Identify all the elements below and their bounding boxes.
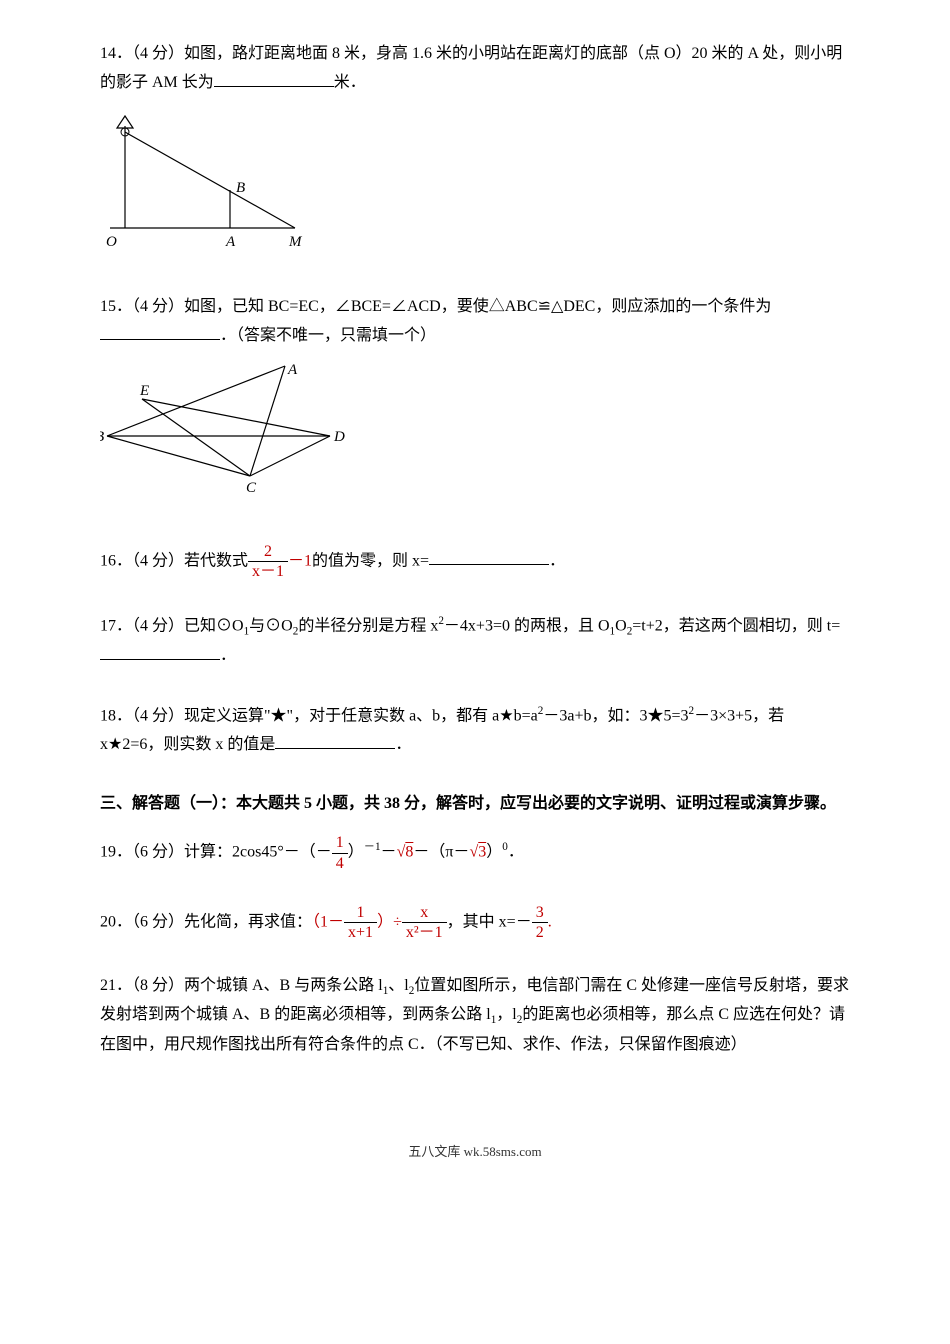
q14-text: 14．（4 分）如图，路灯距离地面 8 米，身高 1.6 米的小明站在距离灯的底… bbox=[100, 40, 850, 98]
svg-text:O: O bbox=[106, 234, 117, 250]
q20-text-a: 20．（6 分）先化简，再求值： bbox=[100, 913, 312, 930]
svg-text:A: A bbox=[225, 234, 236, 250]
q14-figure: O A M B bbox=[100, 108, 850, 264]
q21-text-a: 21．（8 分）两个城镇 A、B 与两条公路 l bbox=[100, 977, 383, 994]
q19-frac-den: 4 bbox=[332, 854, 348, 873]
q16-blank bbox=[429, 549, 549, 565]
page-footer: 五八文库 wk.58sms.com bbox=[100, 1140, 850, 1163]
q21-text: 21．（8 分）两个城镇 A、B 与两条公路 l1、l2位置如图所示，电信部门需… bbox=[100, 972, 850, 1059]
q16-frac-den: x－1 bbox=[248, 562, 288, 581]
question-18: 18．（4 分）现定义运算"★"，对于任意实数 a、b，都有 a★b=a2－3a… bbox=[100, 701, 850, 760]
q15-text: 15．（4 分）如图，已知 BC=EC，∠BCE=∠ACD，要使△ABC≌△DE… bbox=[100, 293, 850, 351]
q19-frac: 14 bbox=[332, 833, 348, 872]
q18-text-d: ． bbox=[395, 736, 411, 753]
q20-frac1-num: 1 bbox=[344, 903, 377, 923]
svg-text:A: A bbox=[287, 362, 298, 378]
q17-text-g: ． bbox=[220, 647, 236, 664]
q17-text: 17．（4 分）已知⊙O1与⊙O2的半径分别是方程 x2－4x+3=0 的两根，… bbox=[100, 611, 850, 670]
svg-text:M: M bbox=[288, 234, 303, 250]
q21-text-b: 、l bbox=[388, 977, 408, 994]
q16-text-c: ． bbox=[549, 552, 565, 569]
question-14: 14．（4 分）如图，路灯距离地面 8 米，身高 1.6 米的小明站在距离灯的底… bbox=[100, 40, 850, 263]
question-15: 15．（4 分）如图，已知 BC=EC，∠BCE=∠ACD，要使△ABC≌△DE… bbox=[100, 293, 850, 511]
q20-frac3-den: 2 bbox=[532, 923, 548, 942]
q20-frac2-num: x bbox=[402, 903, 447, 923]
q18-text-b: －3a+b，如：3★5=3 bbox=[543, 707, 688, 724]
q20-paren-close: ）÷ bbox=[377, 913, 402, 930]
q17-text-a: 17．（4 分）已知⊙O bbox=[100, 617, 244, 634]
q16-frac: 2x－1 bbox=[248, 542, 288, 581]
q20-frac1-den: x+1 bbox=[344, 923, 377, 942]
q15-blank bbox=[100, 324, 220, 340]
question-16: 16．（4 分）若代数式2x－1－1的值为零，则 x= ． bbox=[100, 542, 850, 581]
q15-text-b: ．（答案不唯一，只需填一个） bbox=[220, 327, 436, 344]
q20-frac2: xx²－1 bbox=[402, 903, 447, 942]
q18-text-a: 18．（4 分）现定义运算"★"，对于任意实数 a、b，都有 a★b=a bbox=[100, 707, 538, 724]
q20-text-c: . bbox=[548, 913, 552, 930]
svg-text:C: C bbox=[246, 480, 257, 496]
q20-text: 20．（6 分）先化简，再求值：（1－1x+1）÷xx²－1，其中 x=－32. bbox=[100, 903, 850, 942]
q17-blank bbox=[100, 644, 220, 660]
question-19: 19．（6 分）计算：2cos45°－（－14）－1－√8－（π－√3）0． bbox=[100, 833, 850, 872]
svg-text:E: E bbox=[139, 383, 149, 399]
q15-svg: A E B D C bbox=[100, 361, 360, 501]
q20-frac3: 32 bbox=[532, 903, 548, 942]
svg-text:D: D bbox=[333, 429, 345, 445]
q19-frac-num: 1 bbox=[332, 833, 348, 853]
q14-text-a: 14．（4 分）如图，路灯距离地面 8 米，身高 1.6 米的小明站在距离灯的底… bbox=[100, 45, 842, 91]
q20-frac1: 1x+1 bbox=[344, 903, 377, 942]
q19-text-a: 19．（6 分）计算：2cos45°－（－ bbox=[100, 844, 332, 861]
q15-text-a: 15．（4 分）如图，已知 BC=EC，∠BCE=∠ACD，要使△ABC≌△DE… bbox=[100, 298, 771, 315]
q19-text-c: － bbox=[381, 844, 397, 861]
question-21: 21．（8 分）两个城镇 A、B 与两条公路 l1、l2位置如图所示，电信部门需… bbox=[100, 972, 850, 1059]
q19-text-f: ． bbox=[508, 844, 524, 861]
q20-text-b: ，其中 x=－ bbox=[447, 913, 532, 930]
q16-text-mid: －1 bbox=[288, 552, 312, 569]
q17-text-f: =t+2，若这两个圆相切，则 t= bbox=[632, 617, 840, 634]
q17-text-d: －4x+3=0 的两根，且 O bbox=[444, 617, 610, 634]
q16-frac-num: 2 bbox=[248, 542, 288, 562]
q14-svg: O A M B bbox=[100, 108, 320, 253]
q19-text-e: ） bbox=[486, 844, 502, 861]
q14-blank bbox=[214, 71, 334, 87]
q17-text-e: O bbox=[615, 617, 627, 634]
q19-sqrt1: √8 bbox=[397, 844, 414, 861]
q18-blank bbox=[275, 733, 395, 749]
q16-text: 16．（4 分）若代数式2x－1－1的值为零，则 x= ． bbox=[100, 542, 850, 581]
q20-frac2-den: x²－1 bbox=[402, 923, 447, 942]
svg-text:B: B bbox=[100, 429, 104, 445]
q16-text-a: 16．（4 分）若代数式 bbox=[100, 552, 248, 569]
q21-text-d: ，l bbox=[496, 1006, 516, 1023]
q14-text-b: 米． bbox=[334, 74, 366, 91]
q19-sup1: －1 bbox=[364, 841, 381, 853]
q17-text-b: 与⊙O bbox=[249, 617, 293, 634]
question-17: 17．（4 分）已知⊙O1与⊙O2的半径分别是方程 x2－4x+3=0 的两根，… bbox=[100, 611, 850, 670]
question-20: 20．（6 分）先化简，再求值：（1－1x+1）÷xx²－1，其中 x=－32. bbox=[100, 903, 850, 942]
q17-text-c: 的半径分别是方程 x bbox=[298, 617, 438, 634]
svg-text:B: B bbox=[236, 180, 245, 196]
q19-text-d: －（π－ bbox=[413, 844, 469, 861]
q16-text-b: 的值为零，则 x= bbox=[312, 552, 429, 569]
q20-frac3-num: 3 bbox=[532, 903, 548, 923]
q15-figure: A E B D C bbox=[100, 361, 850, 512]
q20-paren-open: （1－ bbox=[312, 913, 344, 930]
q19-text: 19．（6 分）计算：2cos45°－（－14）－1－√8－（π－√3）0． bbox=[100, 833, 850, 872]
section3-title: 三、解答题（一）：本大题共 5 小题，共 38 分，解答时，应写出必要的文字说明… bbox=[100, 790, 850, 819]
q18-text: 18．（4 分）现定义运算"★"，对于任意实数 a、b，都有 a★b=a2－3a… bbox=[100, 701, 850, 760]
q19-text-b: ） bbox=[348, 844, 364, 861]
q19-sqrt2: √3 bbox=[469, 844, 486, 861]
